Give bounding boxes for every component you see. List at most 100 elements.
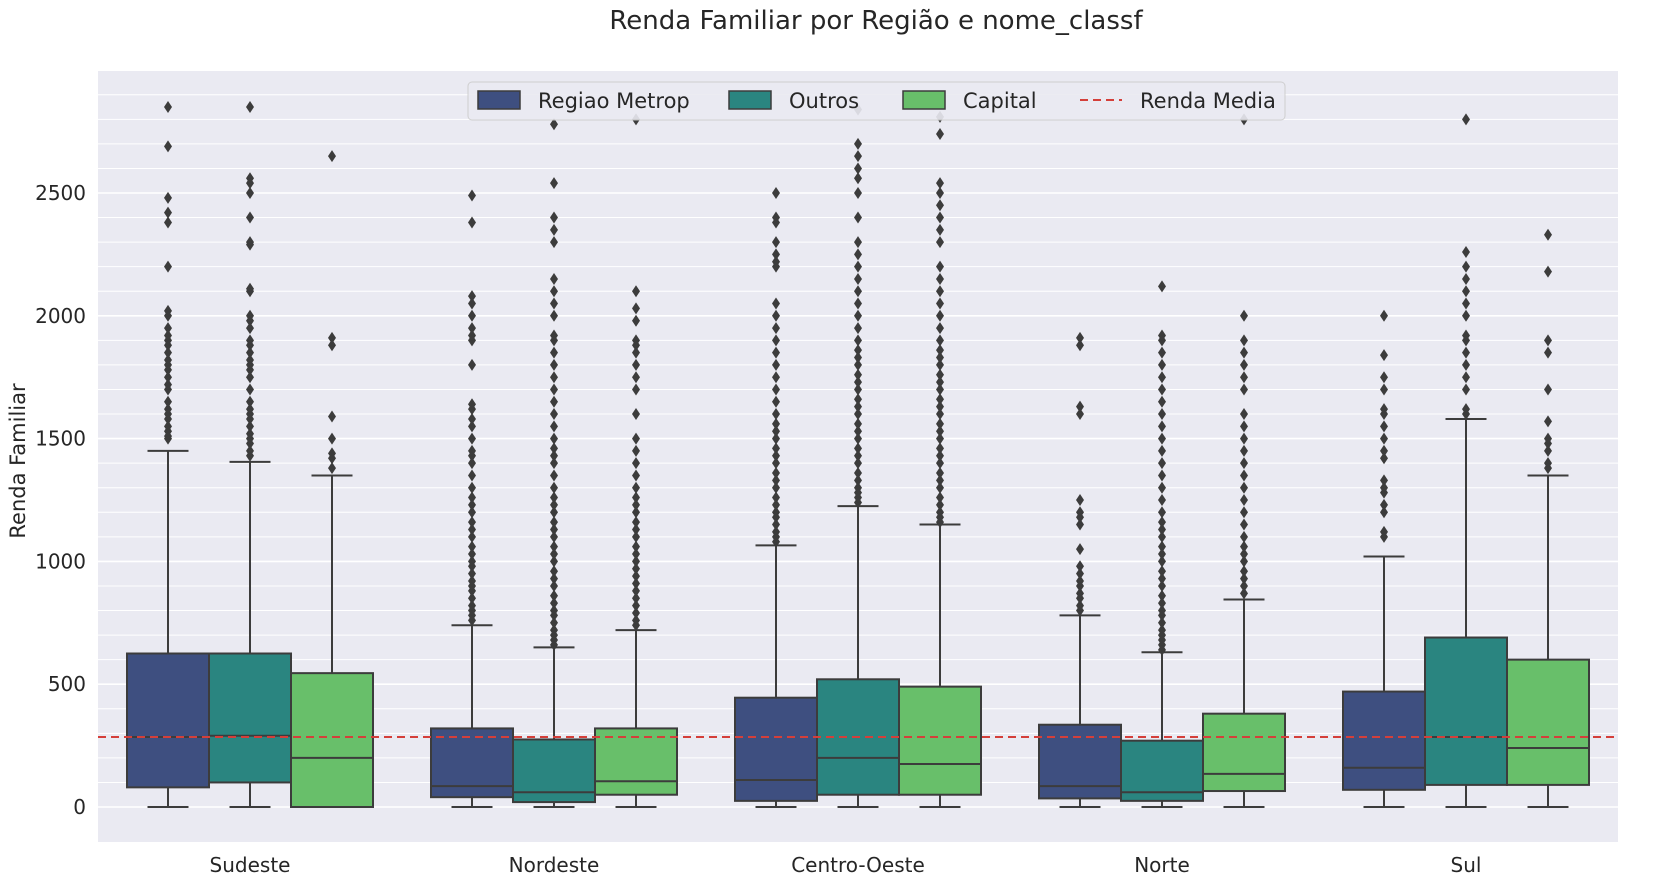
outlier-point xyxy=(1240,371,1248,384)
outlier-point xyxy=(1380,432,1388,445)
outlier-point xyxy=(1158,420,1166,433)
outlier-point xyxy=(1544,334,1552,347)
outlier-point xyxy=(468,530,476,543)
outlier-point xyxy=(1240,548,1248,561)
outlier-point xyxy=(550,469,558,482)
x-tick-label: Sudeste xyxy=(210,853,291,877)
outlier-point xyxy=(550,498,558,511)
outlier-point xyxy=(1158,329,1166,342)
outlier-point xyxy=(632,577,640,590)
x-tick-label: Norte xyxy=(1134,853,1190,877)
outlier-point xyxy=(1462,329,1470,342)
outlier-point xyxy=(1544,346,1552,359)
outlier-point xyxy=(1462,245,1470,258)
outlier-point xyxy=(1158,604,1166,617)
outlier-point xyxy=(854,150,862,163)
outlier-point xyxy=(1462,260,1470,273)
outlier-point xyxy=(854,344,862,357)
outlier-point xyxy=(936,187,944,199)
outlier-point xyxy=(854,432,862,445)
outlier-point xyxy=(550,309,558,322)
outlier-point xyxy=(632,469,640,482)
outlier-point xyxy=(632,599,640,612)
outlier-point xyxy=(854,393,862,406)
outlier-point xyxy=(632,314,640,327)
outlier-point xyxy=(328,410,336,423)
outlier-point xyxy=(1380,498,1388,511)
outlier-point xyxy=(246,420,254,433)
outlier-point xyxy=(550,118,558,131)
outlier-point xyxy=(468,398,476,411)
outlier-point xyxy=(1158,597,1166,610)
box-iqr xyxy=(1506,658,1590,786)
outlier-point xyxy=(1158,579,1166,592)
outlier-point xyxy=(854,376,862,389)
outlier-point xyxy=(854,260,862,273)
outlier-point xyxy=(468,290,476,303)
outlier-point xyxy=(1076,506,1084,519)
outlier-point xyxy=(1380,420,1388,433)
outlier-point xyxy=(632,358,640,371)
outlier-point xyxy=(936,432,944,445)
outlier-point xyxy=(632,444,640,457)
outlier-point xyxy=(164,140,172,153)
outlier-point xyxy=(1240,587,1248,600)
outlier-point xyxy=(164,206,172,219)
outlier-point xyxy=(772,236,780,249)
outlier-point xyxy=(468,592,476,605)
outlier-point xyxy=(550,329,558,342)
outlier-point xyxy=(772,525,780,538)
outlier-point xyxy=(936,128,944,141)
outlier-point xyxy=(468,297,476,310)
outlier-point xyxy=(936,260,944,273)
outlier-point xyxy=(246,282,254,295)
outlier-point xyxy=(936,199,944,212)
outlier-point xyxy=(936,491,944,504)
outlier-point xyxy=(1240,346,1248,359)
outlier-point xyxy=(1158,616,1166,629)
outlier-point xyxy=(550,432,558,445)
outlier-point xyxy=(328,432,336,445)
outlier-point xyxy=(1240,358,1248,371)
outlier-point xyxy=(1380,383,1388,396)
outlier-point xyxy=(164,395,172,408)
outlier-point xyxy=(854,162,862,175)
outlier-point xyxy=(1462,113,1470,126)
outlier-point xyxy=(550,506,558,519)
outlier-point xyxy=(164,354,172,367)
outlier-point xyxy=(632,432,640,445)
outlier-point xyxy=(1158,506,1166,519)
outlier-point xyxy=(1240,408,1248,421)
outlier-point xyxy=(854,383,862,396)
outlier-point xyxy=(550,211,558,224)
legend-swatch xyxy=(902,90,946,110)
outlier-point xyxy=(1462,358,1470,371)
outlier-point xyxy=(1076,339,1084,352)
box-1-0 xyxy=(208,101,292,808)
outlier-point xyxy=(1240,432,1248,445)
y-tick-label: 2500 xyxy=(35,181,86,205)
outlier-point xyxy=(854,309,862,322)
outlier-point xyxy=(246,427,254,440)
outlier-point xyxy=(854,466,862,479)
box-1-4 xyxy=(1424,113,1508,808)
outlier-point xyxy=(164,101,172,114)
outlier-point xyxy=(936,425,944,438)
outlier-point xyxy=(550,589,558,602)
outlier-point xyxy=(854,248,862,261)
outlier-point xyxy=(1544,415,1552,428)
outlier-point xyxy=(468,457,476,470)
outlier-point xyxy=(772,432,780,445)
outlier-point xyxy=(936,223,944,236)
outlier-point xyxy=(1076,408,1084,421)
outlier-point xyxy=(550,540,558,553)
outlier-point xyxy=(328,339,336,352)
outlier-point xyxy=(632,408,640,421)
chart-title: Renda Familiar por Região e nome_classf xyxy=(609,6,1143,36)
outlier-point xyxy=(1158,494,1166,506)
outlier-point xyxy=(936,498,944,511)
outlier-point xyxy=(550,395,558,408)
legend-label: Regiao Metrop xyxy=(538,89,690,113)
outlier-point xyxy=(468,432,476,445)
outlier-point xyxy=(468,523,476,536)
